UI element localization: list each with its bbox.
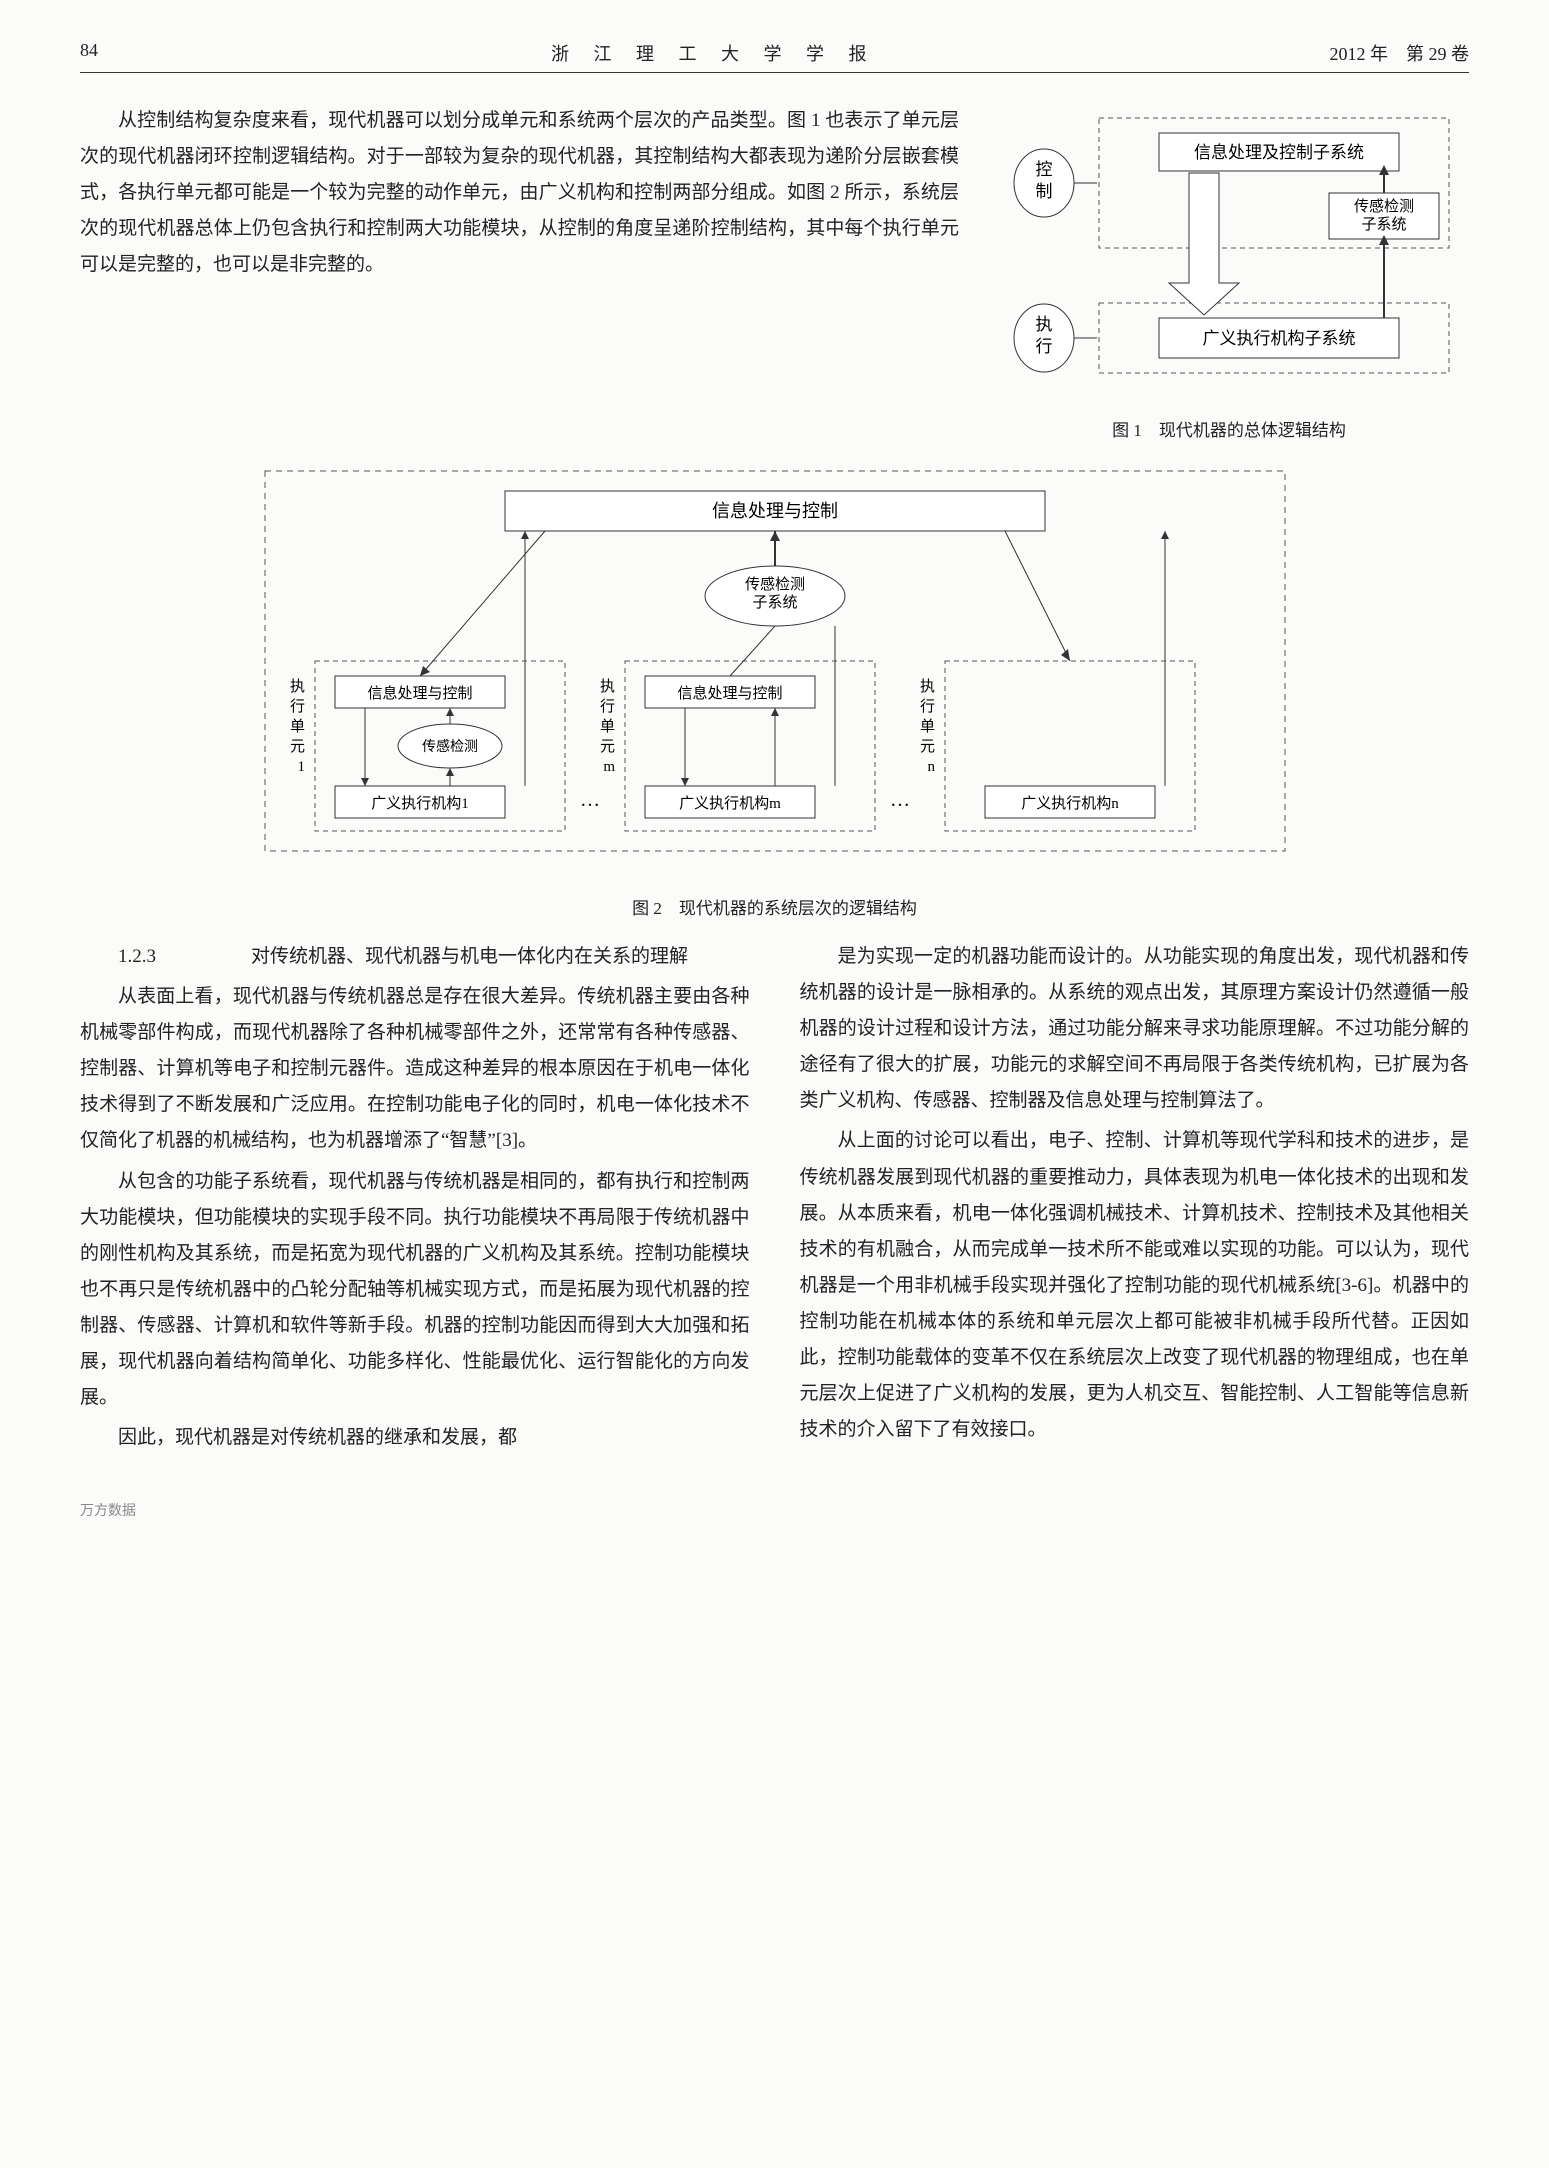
right-column: 是为实现一定的机器功能而设计的。从功能实现的角度出发，现代机器和传统机器的设计是… [800, 939, 1470, 1460]
svg-text:执: 执 [289, 678, 304, 695]
svg-text:单: 单 [919, 718, 934, 735]
page-number: 84 [80, 40, 98, 66]
fig2-top: 信息处理与控制 [712, 501, 838, 521]
left-p2: 从包含的功能子系统看，现代机器与传统机器是相同的，都有执行和控制两大功能模块，但… [80, 1164, 750, 1417]
svg-text:元: 元 [289, 739, 304, 755]
svg-text:元: 元 [919, 739, 934, 755]
svg-text:元: 元 [599, 739, 614, 755]
svg-text:行: 行 [289, 698, 304, 715]
svg-text:执: 执 [1036, 315, 1053, 334]
intro-paragraph: 从控制结构复杂度来看，现代机器可以划分成单元和系统两个层次的产品类型。图 1 也… [80, 103, 959, 441]
fig1-sensor-l1: 传感检测 [1354, 198, 1414, 215]
page: 84 浙 江 理 工 大 学 学 报 2012 年 第 29 卷 从控制结构复杂… [80, 40, 1469, 1520]
svg-text:行: 行 [599, 698, 614, 715]
svg-text:广义执行机构1: 广义执行机构1 [371, 795, 469, 812]
svg-text:传感检测: 传感检测 [422, 738, 478, 755]
top-region: 从控制结构复杂度来看，现代机器可以划分成单元和系统两个层次的产品类型。图 1 也… [80, 103, 1469, 441]
svg-text:制: 制 [1036, 182, 1053, 201]
svg-text:子系统: 子系统 [752, 594, 797, 611]
figure-2-svg: 信息处理与控制 传感检测 子系统 执 行 单 元 1 信息处理与控制 传感检测 [245, 461, 1305, 881]
left-p3: 因此，现代机器是对传统机器的继承和发展，都 [80, 1420, 750, 1456]
svg-text:传感检测: 传感检测 [744, 576, 804, 593]
fig1-bottom-box: 广义执行机构子系统 [1203, 329, 1356, 348]
subsection-number: 1.2.3 [118, 946, 156, 967]
svg-text:n: n [927, 759, 935, 775]
svg-text:…: … [890, 789, 910, 811]
right-p1: 是为实现一定的机器功能而设计的。从功能实现的角度出发，现代机器和传统机器的设计是… [800, 939, 1470, 1119]
figure-2: 信息处理与控制 传感检测 子系统 执 行 单 元 1 信息处理与控制 传感检测 [245, 461, 1305, 919]
svg-text:行: 行 [1036, 337, 1053, 356]
svg-text:执: 执 [599, 678, 614, 695]
figure-1-svg: 信息处理及控制子系统 传感检测 子系统 广义执行机构子系统 控 制 [989, 103, 1469, 403]
svg-text:1: 1 [297, 759, 305, 775]
svg-text:信息处理与控制: 信息处理与控制 [367, 685, 472, 702]
page-header: 84 浙 江 理 工 大 学 学 报 2012 年 第 29 卷 [80, 40, 1469, 73]
svg-text:单: 单 [599, 718, 614, 735]
two-columns: 1.2.3 对传统机器、现代机器与机电一体化内在关系的理解 从表面上看，现代机器… [80, 939, 1469, 1460]
svg-text:广义执行机构n: 广义执行机构n [1021, 795, 1119, 812]
subsection-title: 对传统机器、现代机器与机电一体化内在关系的理解 [175, 946, 688, 967]
svg-text:…: … [580, 789, 600, 811]
svg-text:执: 执 [919, 678, 934, 695]
svg-text:m: m [603, 759, 615, 775]
svg-text:广义执行机构m: 广义执行机构m [679, 795, 781, 812]
footer-watermark: 万方数据 [80, 1500, 1469, 1520]
figure-1: 信息处理及控制子系统 传感检测 子系统 广义执行机构子系统 控 制 [989, 103, 1469, 441]
svg-text:信息处理与控制: 信息处理与控制 [677, 685, 782, 702]
subsection-heading: 1.2.3 对传统机器、现代机器与机电一体化内在关系的理解 [80, 939, 750, 975]
fig1-top-box: 信息处理及控制子系统 [1194, 143, 1364, 162]
figure-1-caption: 图 1 现代机器的总体逻辑结构 [989, 416, 1469, 441]
svg-text:行: 行 [919, 698, 934, 715]
svg-text:单: 单 [289, 718, 304, 735]
right-p2: 从上面的讨论可以看出，电子、控制、计算机等现代学科和技术的进步，是传统机器发展到… [800, 1123, 1470, 1448]
left-column: 1.2.3 对传统机器、现代机器与机电一体化内在关系的理解 从表面上看，现代机器… [80, 939, 750, 1460]
left-p1: 从表面上看，现代机器与传统机器总是存在很大差异。传统机器主要由各种机械零部件构成… [80, 979, 750, 1159]
issue-info: 2012 年 第 29 卷 [1330, 40, 1470, 66]
figure-2-caption: 图 2 现代机器的系统层次的逻辑结构 [245, 894, 1305, 919]
journal-title: 浙 江 理 工 大 学 学 报 [551, 40, 877, 66]
svg-text:控: 控 [1036, 160, 1053, 179]
fig1-sensor-l2: 子系统 [1361, 216, 1406, 233]
